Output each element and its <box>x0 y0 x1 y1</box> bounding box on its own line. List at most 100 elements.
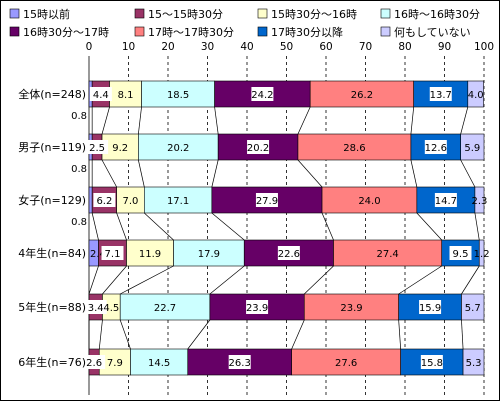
data-label: 3.4 <box>88 303 104 314</box>
connector-line <box>291 319 305 350</box>
connector-line <box>460 159 476 188</box>
data-label: 23.9 <box>246 303 268 314</box>
x-tick-label: 90 <box>438 41 451 53</box>
connector-line <box>410 159 418 188</box>
category-label: 5年生(n=88) <box>18 300 86 314</box>
data-label: 20.2 <box>247 143 269 154</box>
connector-line <box>138 159 145 188</box>
bar-segment <box>460 133 485 161</box>
data-label-bg <box>251 87 274 101</box>
connector-line <box>211 159 219 188</box>
connector-line <box>116 212 127 241</box>
bar-segment <box>116 186 145 214</box>
x-tick-label: 40 <box>240 41 253 53</box>
data-label-bg <box>434 193 457 207</box>
legend-label: 17時～17時30分 <box>148 26 234 39</box>
data-label: 0.8 <box>71 217 87 228</box>
legend-swatch <box>134 8 145 19</box>
bar-segment <box>141 80 215 108</box>
connector-line <box>119 319 131 350</box>
data-label: 24.0 <box>358 196 380 207</box>
connector-line <box>187 319 211 350</box>
data-label: 4.4 <box>93 90 109 101</box>
data-label: 14.5 <box>148 358 170 369</box>
legend-label: 何もしていない <box>394 26 471 39</box>
data-label-bg <box>255 193 278 207</box>
data-label: 5.3 <box>466 358 482 369</box>
bar-segment <box>321 186 418 214</box>
data-label: 9.5 <box>453 249 469 260</box>
data-label: 0.8 <box>71 111 87 122</box>
data-label: 27.4 <box>376 249 398 260</box>
connector-line <box>461 265 480 295</box>
data-label: 20.2 <box>167 143 189 154</box>
data-label: 26.3 <box>229 358 251 369</box>
category-label: 4年生(n=84) <box>18 246 86 260</box>
connector-line <box>304 265 334 295</box>
legend: 15時以前 15～15時30分 15時30分～16時 16時～16時30分 16時30分… <box>9 7 480 39</box>
data-label-bg <box>429 87 452 101</box>
data-label-bg <box>424 140 447 154</box>
connector-line <box>461 319 464 350</box>
series-connectors <box>88 106 480 350</box>
data-label: 15.8 <box>421 358 443 369</box>
x-tick-label: 60 <box>319 41 332 53</box>
data-label-bg <box>101 246 124 260</box>
legend-label: 16時30分～17時 <box>23 26 109 39</box>
data-label-bg <box>449 246 472 260</box>
connector-line <box>91 212 99 241</box>
x-tick-label: 0 <box>86 41 93 53</box>
connector-line <box>144 212 174 241</box>
legend-swatch <box>380 26 391 37</box>
connector-line <box>209 265 245 295</box>
data-label-bg <box>246 300 269 314</box>
x-tick-label: 100 <box>474 41 494 53</box>
category-label: 全体(n=248) <box>18 87 86 101</box>
data-label: 27.6 <box>335 358 357 369</box>
gridlines <box>88 56 485 395</box>
bar-segment <box>467 80 484 108</box>
data-label: 27.9 <box>256 196 278 207</box>
data-label-bg <box>247 140 270 154</box>
bar-segment <box>119 293 211 321</box>
data-label: 22.6 <box>278 249 300 260</box>
data-label: 12.6 <box>425 143 447 154</box>
data-label-bg <box>228 355 251 369</box>
bar-segment <box>109 80 142 108</box>
bar-segment <box>478 239 485 267</box>
legend-label: 15時以前 <box>23 7 70 21</box>
data-label-bg <box>419 300 442 314</box>
data-label: 17.1 <box>167 196 189 207</box>
bar-segment <box>474 186 485 214</box>
connector-line <box>416 212 442 241</box>
data-label: 2.5 <box>89 143 105 154</box>
bar-segment <box>88 186 93 214</box>
data-label: 6.2 <box>96 196 112 207</box>
connector-line <box>211 212 245 241</box>
data-label: 23.9 <box>340 303 362 314</box>
bar-segment <box>144 186 213 214</box>
data-label: 17.9 <box>198 249 220 260</box>
data-label: 26.2 <box>351 90 373 101</box>
bar-segment <box>297 133 412 161</box>
connector-line <box>102 265 127 295</box>
x-tick-label: 10 <box>122 41 135 53</box>
bar-segment <box>462 348 485 376</box>
data-label: 7.9 <box>107 358 123 369</box>
connector-line <box>297 159 323 188</box>
connector-line <box>474 212 480 241</box>
data-label: 8.1 <box>118 90 134 101</box>
connector-line <box>88 265 99 295</box>
data-label: 9.2 <box>112 143 128 154</box>
data-label: 1.2 <box>474 249 490 260</box>
data-label: 28.6 <box>343 143 365 154</box>
bar-segment <box>303 293 399 321</box>
legend-swatch <box>257 8 268 19</box>
x-tick-label: 20 <box>161 41 174 53</box>
x-tick-label: 30 <box>201 41 214 53</box>
data-label: 4.5 <box>103 303 119 314</box>
legend-label: 17時30分以降 <box>271 25 343 39</box>
data-label: 14.7 <box>435 196 457 207</box>
legend-swatch <box>9 8 20 19</box>
